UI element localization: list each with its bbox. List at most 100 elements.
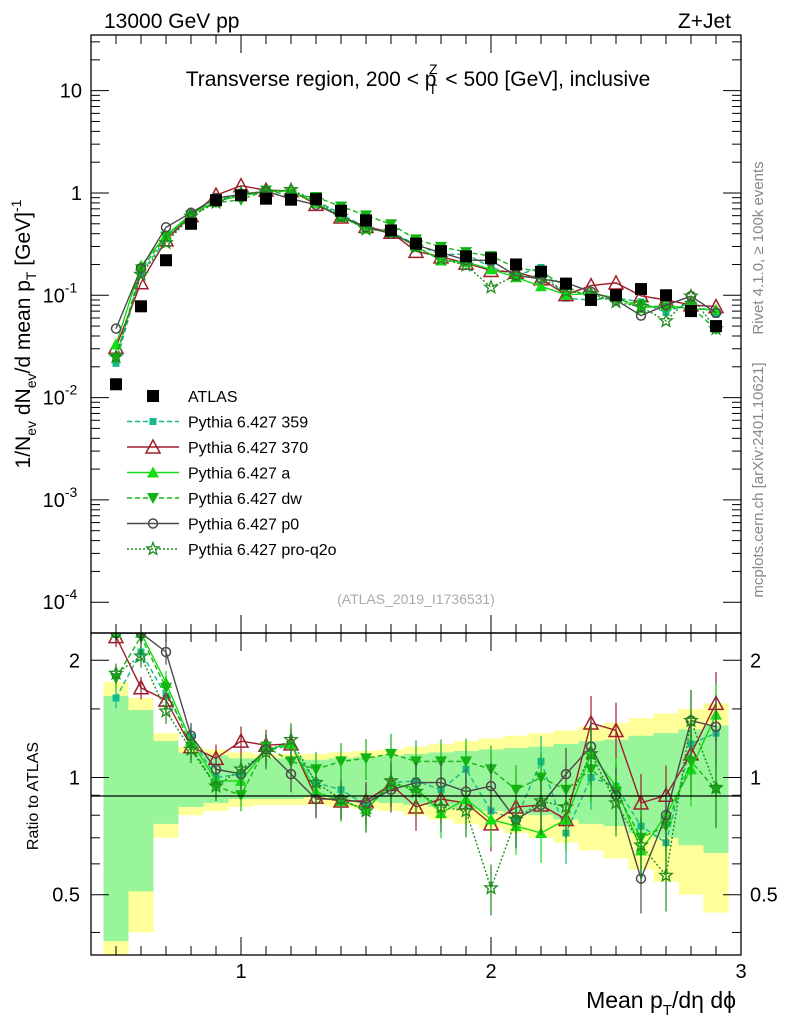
main-line — [115, 189, 717, 358]
main-point — [710, 307, 722, 318]
ratio-y-tick-label-right: 2 — [750, 650, 761, 672]
data-point — [710, 320, 722, 333]
ratio-point — [708, 779, 724, 795]
ratio-point — [660, 809, 672, 821]
main-line — [115, 184, 717, 348]
ratio-plot-frame — [90, 632, 742, 956]
ratio-point — [133, 647, 149, 663]
ratio-y-axis-title: Ratio to ATLAS — [25, 742, 42, 850]
ratio-point — [508, 811, 524, 827]
data-point — [285, 193, 297, 206]
main-point — [483, 278, 499, 295]
ratio-y-tick-label-left: 2 — [69, 650, 80, 672]
data-point — [360, 214, 372, 227]
data-point — [260, 192, 272, 205]
ratio-point — [160, 682, 172, 694]
main-line — [115, 189, 717, 359]
legend-label: Pythia 6.427 p0 — [188, 517, 299, 534]
ratio-point — [710, 721, 722, 732]
legend-marker — [147, 518, 159, 529]
main-point — [658, 312, 674, 328]
main-point — [683, 287, 699, 303]
main-point — [110, 353, 122, 365]
data-point — [185, 217, 197, 230]
main-y-tick-label: 1 — [71, 183, 82, 205]
ratio-point — [458, 802, 474, 818]
legend-marker — [147, 493, 159, 504]
data-point — [635, 283, 647, 296]
main-point — [485, 263, 497, 275]
data-point — [510, 258, 522, 271]
main-point — [358, 220, 374, 236]
data-point — [110, 378, 122, 391]
ratio-point — [685, 756, 697, 768]
main-point — [185, 210, 197, 222]
rivet-label: Rivet 4.1.0, ≥ 100k events — [750, 161, 767, 334]
ratio-point — [283, 731, 299, 747]
ratio-y-tick-label-right: 0.5 — [750, 885, 778, 907]
ratio-point — [683, 712, 699, 728]
ratio-point — [558, 798, 574, 814]
ratio-point — [285, 768, 297, 780]
beam-label: 13000 GeV pp — [104, 10, 239, 33]
data-point — [435, 245, 447, 258]
main-point — [458, 256, 474, 272]
data-point — [610, 289, 622, 302]
ratio-point — [335, 756, 347, 768]
main-point — [132, 274, 150, 290]
main-point — [283, 181, 299, 197]
main-y-tick-label: 10 — [60, 81, 82, 103]
ratio-point — [560, 768, 572, 780]
main-y-tick-label: 10-3 — [43, 484, 78, 512]
ratio-point — [308, 774, 324, 790]
main-line — [115, 190, 717, 364]
x-tick-label: 3 — [735, 961, 746, 983]
process-label: Z+Jet — [678, 10, 731, 33]
x-axis-title: Mean pT/dη dϕ — [586, 987, 736, 1019]
main-y-tick-label: 10-2 — [43, 382, 78, 410]
legend-label: Pythia 6.427 359 — [188, 415, 308, 432]
data-point — [560, 277, 572, 290]
main-y-tick-label: 10-1 — [43, 279, 78, 307]
legend-marker — [144, 438, 162, 454]
plot-title: Transverse region, 200 < pTZ < 500 [GeV]… — [186, 61, 651, 97]
data-point — [460, 250, 472, 263]
main-line — [115, 190, 717, 329]
main-point — [158, 234, 174, 250]
data-point — [135, 300, 147, 313]
data-point — [385, 224, 397, 237]
main-point — [133, 266, 149, 282]
main-point — [108, 348, 124, 364]
data-point — [210, 194, 222, 207]
ratio-series — [107, 633, 725, 916]
ratio-point — [385, 748, 397, 760]
ratio-point — [383, 772, 399, 788]
ratio-point — [483, 879, 499, 895]
ratio-point — [183, 741, 199, 757]
main-series — [107, 177, 725, 391]
main-point — [508, 267, 524, 283]
legend-marker — [147, 466, 159, 478]
ratio-point — [333, 790, 349, 806]
ratio-y-tick-label-left: 1 — [69, 767, 80, 789]
data-point — [685, 305, 697, 318]
ratio-point — [510, 784, 522, 796]
ratio-point — [258, 744, 274, 760]
legend-marker — [145, 540, 161, 556]
ratio-point — [533, 792, 549, 808]
main-line — [115, 190, 717, 345]
ratio-point — [583, 745, 599, 761]
main-point — [710, 303, 722, 315]
legend-label: ATLAS — [188, 389, 238, 406]
ratio-point — [408, 783, 424, 799]
ratio-point — [608, 794, 624, 810]
ratio-y-tick-label-right: 1 — [750, 767, 761, 789]
ratio-point — [607, 721, 625, 738]
ratio-point — [658, 867, 674, 883]
ratio-band-inner — [128, 710, 154, 892]
data-point — [585, 293, 597, 306]
data-point — [660, 289, 672, 302]
x-tick-label: 2 — [485, 961, 496, 983]
legend-marker — [147, 390, 159, 402]
